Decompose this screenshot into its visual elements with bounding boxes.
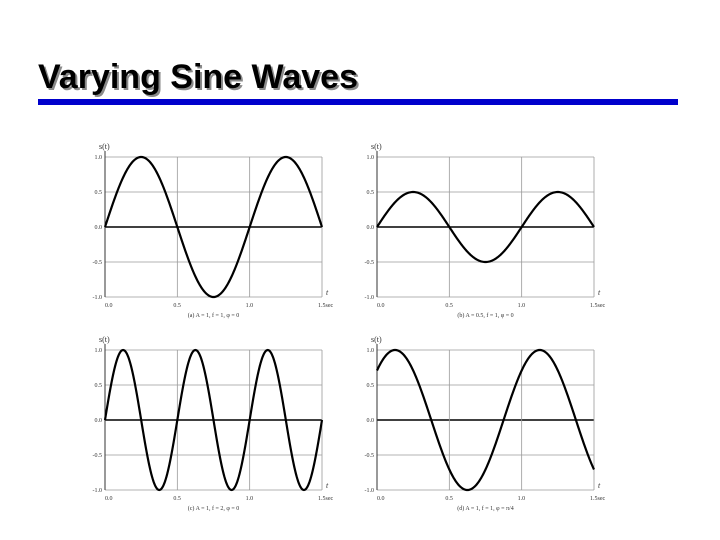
y-tick-label: 0.0: [367, 225, 375, 231]
y-tick-label: -0.5: [365, 453, 375, 459]
x-tick-label: 1.0: [518, 303, 526, 309]
y-tick-label: 0.5: [95, 190, 103, 196]
y-axis-label: s(t): [371, 142, 382, 151]
x-tick-label: 1.5sec: [590, 303, 605, 309]
plot-4: 1.00.50.0-0.5-1.00.0 0.5 1.0 1.5secs(t)t(d)…: [365, 335, 606, 512]
x-tick-label: 1.0: [518, 496, 526, 502]
plot-1: 1.00.50.0-0.5-1.00.0 0.5 1.0 1.5secs(t)t(a)…: [93, 142, 334, 319]
x-tick-label: 0.0: [105, 303, 113, 309]
y-tick-label: -0.5: [365, 260, 375, 266]
y-tick-label: 1.0: [367, 348, 375, 354]
y-tick-label: 1.0: [367, 155, 375, 161]
sine-curve: [376, 190, 595, 264]
x-tick-label: 0.0: [377, 496, 385, 502]
y-tick-label: 0.5: [367, 190, 375, 196]
y-tick-label: -0.5: [93, 453, 103, 459]
y-tick-label: -1.0: [93, 488, 103, 494]
plot-3: 1.00.50.0-0.5-1.00.0 0.5 1.0 1.5secs(t)t(c)…: [93, 335, 334, 512]
sine-curve: [103, 348, 324, 492]
x-axis-label: t: [326, 288, 329, 297]
x-axis-label: t: [598, 288, 601, 297]
y-tick-label: -1.0: [365, 295, 375, 301]
y-axis-label: s(t): [371, 335, 382, 344]
x-axis-label: t: [598, 481, 601, 490]
sine-curve: [376, 348, 596, 492]
y-tick-label: -1.0: [93, 295, 103, 301]
slide-title: Varying Sine Waves: [38, 58, 358, 96]
x-tick-label: 1.5sec: [590, 496, 605, 502]
y-tick-label: 0.5: [95, 383, 103, 389]
y-tick-label: 0.5: [367, 383, 375, 389]
x-tick-label: 1.0: [246, 303, 254, 309]
y-tick-label: 1.0: [95, 348, 103, 354]
x-tick-label: 1.5sec: [318, 496, 333, 502]
y-tick-label: 1.0: [95, 155, 103, 161]
x-tick-label: 1.0: [246, 496, 254, 502]
x-tick-label: 0.5: [173, 496, 181, 502]
plot-2: 1.00.50.0-0.5-1.00.0 0.5 1.0 1.5secs(t)t(b)…: [365, 142, 606, 319]
x-axis-label: t: [326, 481, 329, 490]
y-axis-label: s(t): [99, 335, 110, 344]
y-tick-label: 0.0: [95, 225, 103, 231]
plot-caption: (b) A = 0.5, f = 1, φ = 0: [457, 312, 513, 319]
sine-curve: [103, 155, 324, 299]
x-tick-label: 0.5: [445, 303, 453, 309]
plot-caption: (c) A = 1, f = 2, φ = 0: [188, 505, 239, 512]
x-tick-label: 1.5sec: [318, 303, 333, 309]
x-tick-label: 0.0: [377, 303, 385, 309]
title-underline: [38, 99, 678, 105]
plot-caption: (d) A = 1, f = 1, φ = π/4: [457, 505, 513, 512]
y-tick-label: -0.5: [93, 260, 103, 266]
plot-caption: (a) A = 1, f = 1, φ = 0: [188, 312, 239, 319]
x-tick-label: 0.5: [173, 303, 181, 309]
y-tick-label: 0.0: [95, 418, 103, 424]
x-tick-label: 0.5: [445, 496, 453, 502]
y-axis-label: s(t): [99, 142, 110, 151]
y-tick-label: 0.0: [367, 418, 375, 424]
y-tick-label: -1.0: [365, 488, 375, 494]
x-tick-label: 0.0: [105, 496, 113, 502]
